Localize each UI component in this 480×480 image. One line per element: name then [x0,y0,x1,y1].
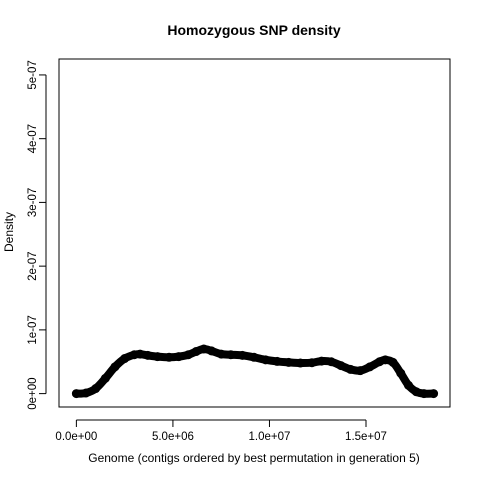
x-tick-label: 1.0e+07 [249,431,291,443]
data-point [71,389,81,399]
data-point [226,350,236,360]
x-tick-label: 0.0e+00 [55,431,97,443]
data-point [307,358,317,368]
y-tick-label: 1e-07 [27,315,39,344]
data-point [191,347,201,357]
y-tick-label: 5e-07 [27,60,39,89]
data-point [388,357,398,367]
data-point [249,352,259,362]
x-axis-label: Genome (contigs ordered by best permutat… [88,451,420,465]
data-point [81,388,91,398]
data-point [129,350,139,360]
data-point [207,346,217,356]
plot-frame [58,58,451,408]
y-axis: 0e+00 1e-07 2e-07 3e-07 4e-07 5e-07 [27,60,47,410]
y-tick-label: 2e-07 [27,251,39,280]
data-point [272,356,282,366]
data-point [174,352,184,362]
data-point [216,349,226,359]
data-point [152,352,162,362]
data-point [295,358,305,368]
data-point [91,384,101,394]
data-point [110,362,120,372]
data-point [375,357,385,367]
x-axis: 0.0e+00 5.0e+06 1.0e+07 1.5e+07 [55,419,387,443]
data-point [284,357,294,367]
x-tick-label: 1.5e+07 [345,431,387,443]
data-point [429,389,439,399]
data-point [237,350,247,360]
data-point [326,357,336,367]
data-point [403,380,413,390]
data-point [355,366,365,376]
y-tick-label: 0e+00 [27,377,39,409]
data-point [143,350,153,360]
data-point [317,356,327,366]
series-layer [71,344,439,399]
y-tick-label: 3e-07 [27,188,39,217]
y-axis-label: Density [2,212,16,252]
x-tick-label: 5.0e+06 [152,431,194,443]
data-point [261,355,271,365]
chart-title: Homozygous SNP density [167,22,340,38]
data-point [380,355,390,365]
data-point [346,364,356,374]
data-point [100,373,110,383]
data-point [336,361,346,371]
data-point [164,352,174,362]
data-point [396,368,406,378]
y-tick-label: 4e-07 [27,124,39,153]
data-point [120,354,130,364]
data-point [365,362,375,372]
data-point [419,389,429,399]
data-point [183,350,193,360]
